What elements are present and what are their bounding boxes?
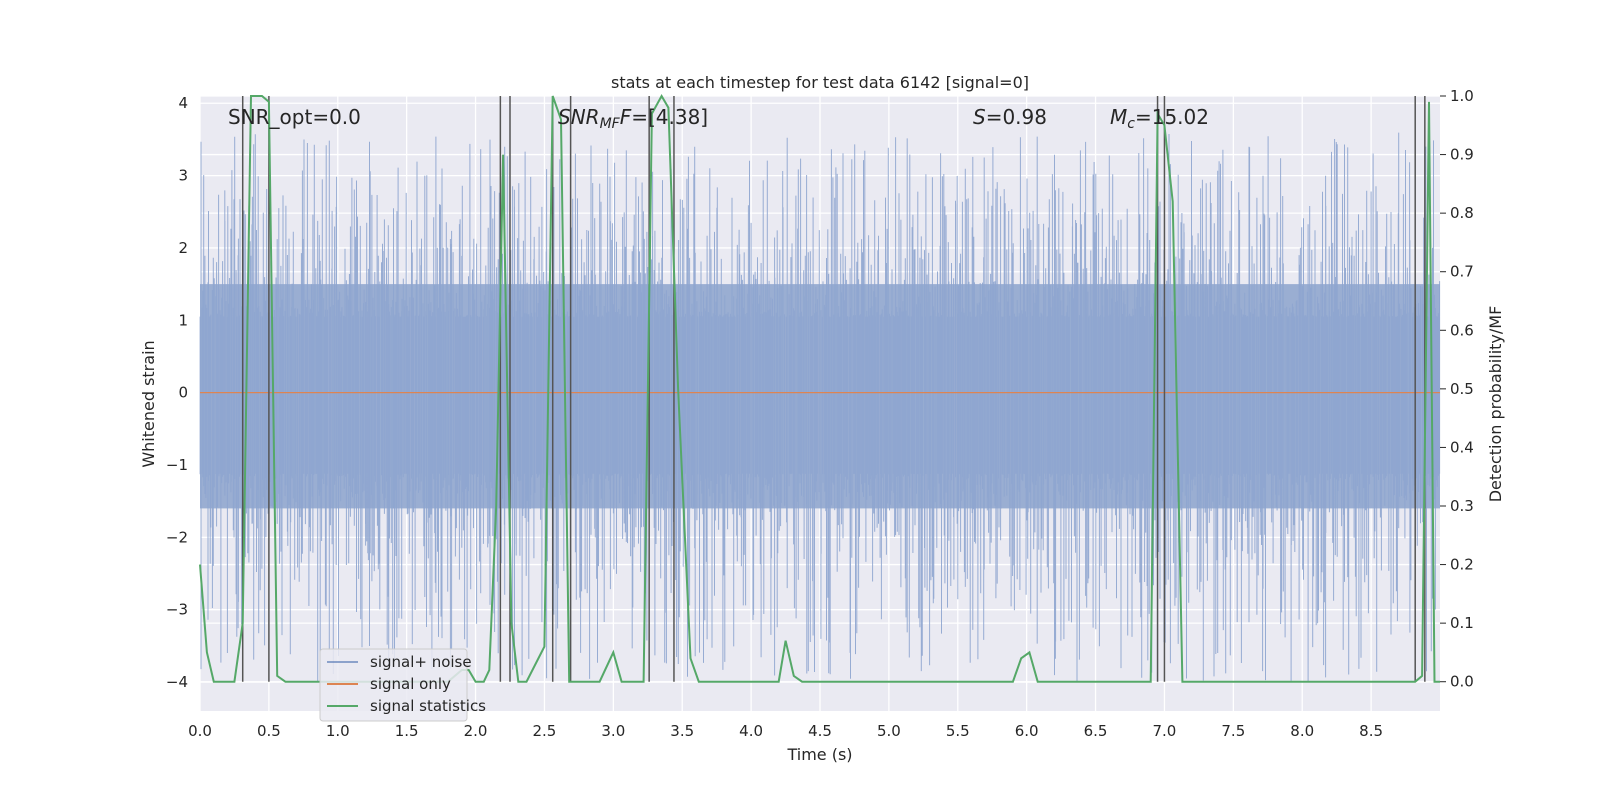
annotation-snr-opt: SNR_opt=0.0 [228, 105, 361, 129]
y-right-tick-label: 1.0 [1450, 87, 1474, 105]
y-left-tick-label: 3 [178, 167, 188, 185]
x-tick-label: 0.5 [257, 722, 281, 740]
y-left-tick-label: 1 [178, 311, 188, 329]
x-tick-label: 5.5 [946, 722, 970, 740]
legend-label-noise: signal+ noise [370, 653, 472, 671]
legend-label-signal-only: signal only [370, 675, 451, 693]
y-left-tick-label: 0 [178, 384, 188, 402]
x-tick-label: 3.5 [670, 722, 694, 740]
y-left-tick-label: −3 [166, 601, 188, 619]
x-tick-label: 4.5 [808, 722, 832, 740]
y-right-tick-label: 0.0 [1450, 673, 1474, 691]
annotations: SNR_opt=0.0 SNRMFF=[4.38] S=0.98 Mc=15.0… [228, 105, 1209, 132]
x-tick-label: 6.5 [1084, 722, 1108, 740]
y-left-tick-label: 2 [178, 239, 188, 257]
x-tick-label: 2.5 [533, 722, 557, 740]
x-tick-label: 3.0 [601, 722, 625, 740]
y-right-tick-label: 0.1 [1450, 614, 1474, 632]
x-tick-label: 1.5 [395, 722, 419, 740]
y-right-tick-label: 0.6 [1450, 321, 1474, 339]
signal-noise-series [199, 132, 1441, 682]
y-right-axis-label: Detection probability/MF [1486, 306, 1505, 503]
y-right-tick-label: 0.7 [1450, 263, 1474, 281]
x-tick-label: 7.0 [1153, 722, 1177, 740]
y-right-tick-label: 0.4 [1450, 438, 1474, 456]
x-axis-ticks: 0.0 0.5 1.0 1.5 2.0 2.5 3.0 3.5 4.0 4.5 5.0 5.5 6.0 6… [188, 722, 1383, 740]
y-right-tick-label: 0.9 [1450, 146, 1474, 164]
annotation-s: S=0.98 [973, 105, 1047, 129]
y-left-axis-ticks: 4 3 2 1 0 −1 −2 −3 −4 [166, 94, 188, 691]
x-tick-label: 4.0 [739, 722, 763, 740]
x-tick-label: 0.0 [188, 722, 212, 740]
chart-title: stats at each timestep for test data 614… [611, 73, 1029, 92]
x-tick-label: 5.0 [877, 722, 901, 740]
y-left-tick-label: −2 [166, 528, 188, 546]
annotation-snr-mf: SNRMFF=[4.38] [558, 105, 708, 132]
x-tick-label: 8.5 [1359, 722, 1383, 740]
legend-label-statistics: signal statistics [370, 697, 486, 715]
y-right-tick-label: 0.5 [1450, 380, 1474, 398]
x-axis-label: Time (s) [786, 745, 852, 764]
y-right-axis-ticks: 1.0 0.9 0.8 0.7 0.6 0.5 0.4 0.3 0.2 0.1 0.0 [1440, 87, 1474, 691]
annotation-mc: Mc=15.02 [1110, 105, 1209, 132]
y-left-axis-label: Whitened strain [139, 340, 158, 467]
legend: signal+ noise signal only signal statist… [319, 648, 486, 722]
y-left-tick-label: −1 [166, 456, 188, 474]
x-tick-label: 2.0 [464, 722, 488, 740]
y-right-tick-label: 0.8 [1450, 204, 1474, 222]
legend-box [319, 648, 468, 722]
signal-statistics-line [199, 93, 1440, 683]
x-tick-label: 8.0 [1290, 722, 1314, 740]
x-tick-label: 1.0 [326, 722, 350, 740]
x-tick-label: 7.5 [1221, 722, 1245, 740]
y-left-tick-label: 4 [178, 94, 188, 112]
y-left-tick-label: −4 [166, 673, 188, 691]
y-right-tick-label: 0.3 [1450, 497, 1474, 515]
x-tick-label: 6.0 [1015, 722, 1039, 740]
y-right-tick-label: 0.2 [1450, 556, 1474, 574]
